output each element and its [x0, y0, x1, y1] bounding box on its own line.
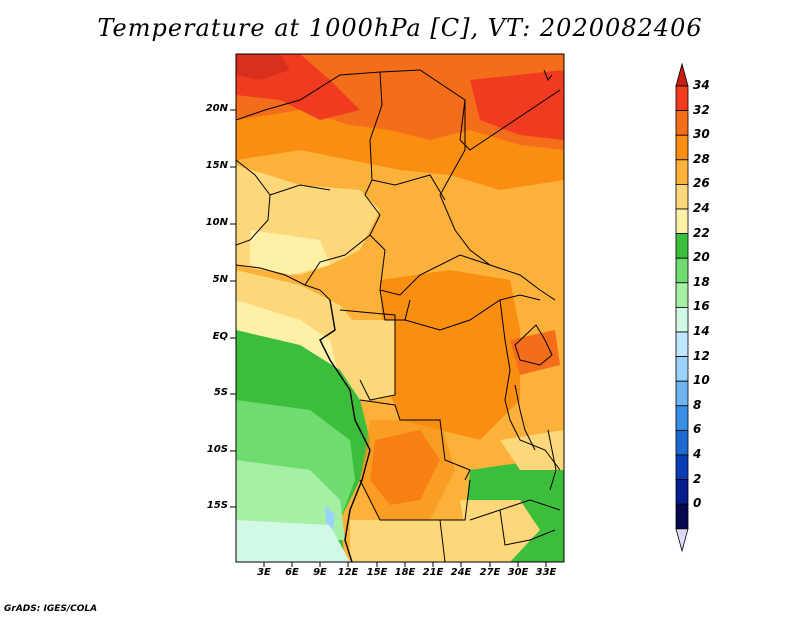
colorbar-segment [675, 503, 689, 530]
colorbar-label: 2 [693, 471, 702, 486]
colorbar-segment [675, 110, 689, 136]
colorbar-segment [675, 405, 689, 431]
field-24-gabon [345, 320, 395, 400]
lat-label: 15N [205, 160, 228, 171]
lon-label: 21E [422, 567, 444, 578]
colorbar-label: 22 [693, 225, 710, 240]
field-30-lakes [510, 330, 560, 375]
colorbar-bottom-arrow [675, 528, 689, 553]
lat-label: EQ [212, 331, 228, 342]
lon-label: 12E [337, 567, 359, 578]
lon-label: 9E [313, 567, 327, 578]
chart-title: Temperature at 1000hPa [C], VT: 20200824… [97, 14, 703, 42]
colorbar [675, 62, 689, 553]
colorbar-label: 8 [693, 397, 702, 412]
colorbar-label: 28 [693, 151, 710, 166]
lon-label: 24E [450, 567, 472, 578]
lat-label: 10S [206, 444, 228, 455]
lat-label: 5N [212, 274, 228, 285]
colorbar-label: 24 [693, 201, 710, 215]
lon-label: 27E [479, 567, 501, 578]
colorbar-label: 0 [693, 496, 702, 511]
colorbar-label: 26 [693, 176, 710, 191]
colorbar-segment [675, 233, 689, 259]
lat-label: 20N [205, 103, 228, 114]
colorbar-segment [675, 85, 689, 112]
temperature-field [236, 54, 564, 562]
field-14-atlantic [236, 520, 350, 562]
colorbar-label: 12 [693, 348, 710, 363]
lon-ticks [263, 562, 547, 567]
colorbar-segment [675, 380, 689, 407]
lon-label: 6E [285, 567, 299, 578]
colorbar-label: 16 [693, 299, 710, 314]
plot-frame [235, 53, 565, 563]
field-28-congo [380, 270, 520, 440]
colorbar-label: 4 [693, 447, 702, 461]
field-22-west [250, 230, 330, 275]
colorbar-label: 32 [693, 102, 710, 117]
colorbar-label: 18 [693, 274, 710, 289]
field-24-south [350, 520, 480, 562]
colorbar-segment [675, 479, 689, 505]
colorbar-segment [675, 454, 689, 481]
lat-label: 5S [213, 387, 228, 398]
colorbar-segment [675, 159, 689, 185]
colorbar-segment [675, 183, 689, 210]
field-34-nw [236, 54, 290, 80]
lon-label: 18E [394, 567, 416, 578]
lat-label: 10N [205, 217, 228, 228]
lon-label: 3E [257, 567, 271, 578]
colorbar-label: 6 [693, 422, 702, 437]
lon-label: 30E [507, 567, 529, 578]
lat-ticks [230, 109, 236, 508]
colorbar-segment [675, 331, 689, 358]
field-24-se [460, 500, 540, 562]
lon-label: 15E [366, 567, 388, 578]
colorbar-segment [675, 282, 689, 308]
lon-label: 33E [535, 567, 557, 578]
colorbar-segment [675, 306, 689, 333]
colorbar-label: 34 [693, 78, 710, 92]
colorbar-top-arrow [675, 62, 689, 87]
lat-label: 15S [206, 500, 228, 511]
colorbar-label: 14 [693, 324, 710, 338]
field-24-east [500, 430, 564, 470]
field-16-atlantic [236, 460, 345, 540]
credit-text: GrADS: IGES/COLA [4, 604, 98, 614]
colorbar-segment [675, 429, 689, 456]
field-10-pocket [325, 505, 335, 530]
colorbar-label: 10 [693, 373, 710, 388]
field-28-angola [360, 420, 455, 520]
colorbar-segment [675, 208, 689, 235]
colorbar-segment [675, 356, 689, 382]
colorbar-segment [675, 134, 689, 161]
colorbar-label: 30 [693, 127, 710, 142]
colorbar-segment [675, 257, 689, 284]
field-32-ne [470, 70, 564, 140]
country-borders [236, 69, 561, 562]
colorbar-label: 20 [693, 250, 710, 265]
